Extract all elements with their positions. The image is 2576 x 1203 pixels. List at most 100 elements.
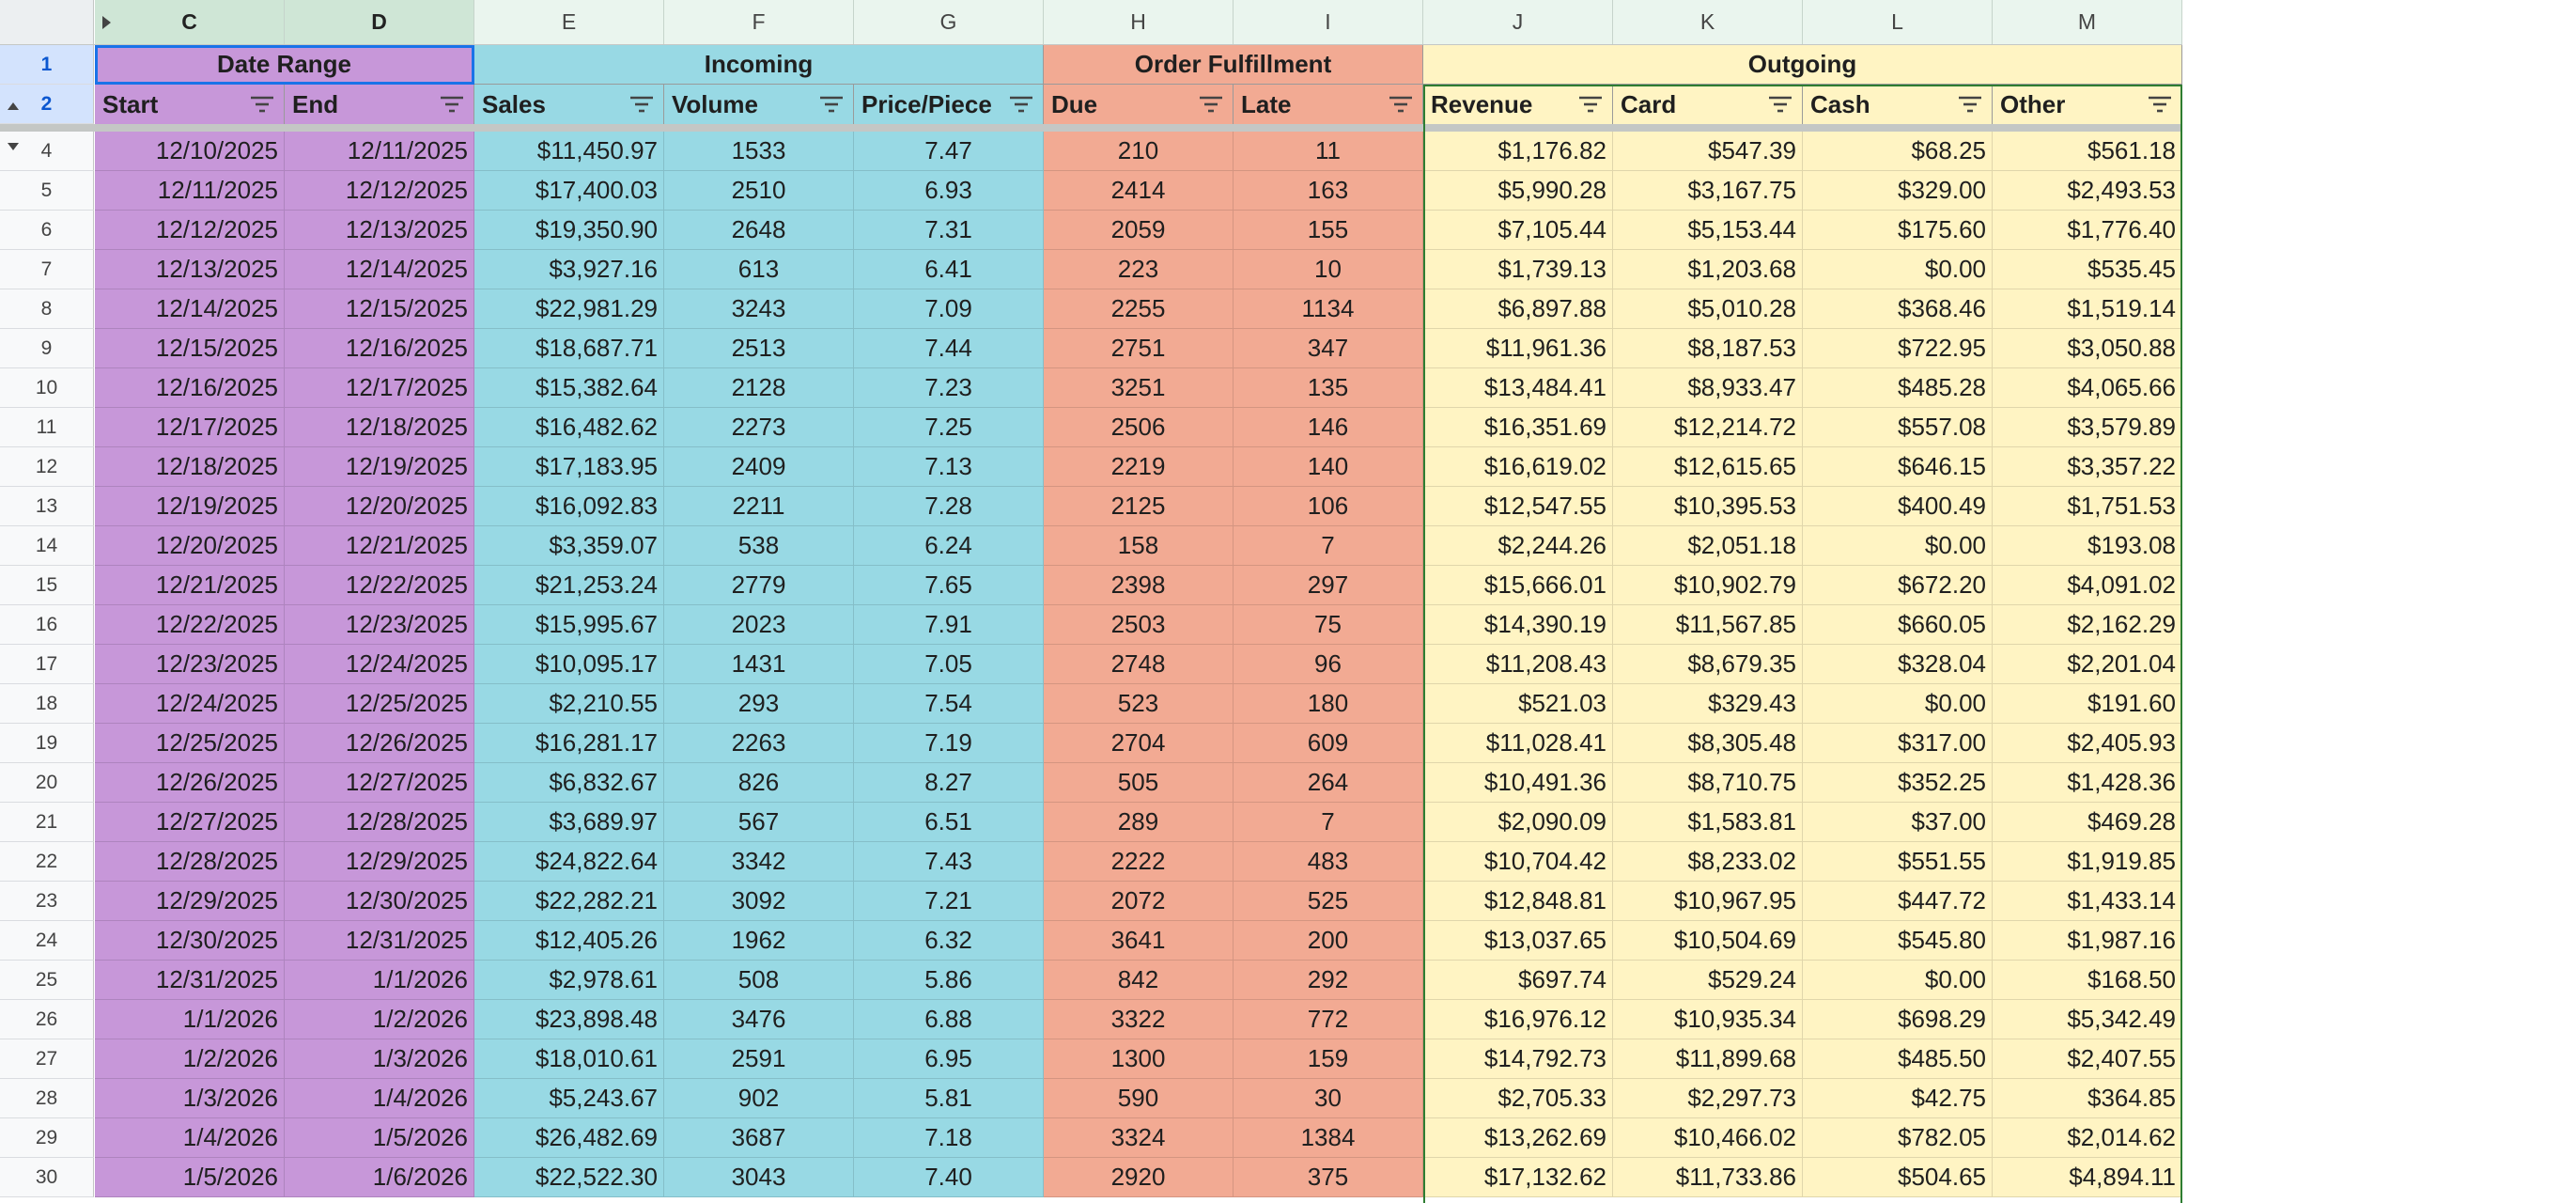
column-header-i[interactable]: I: [1234, 0, 1423, 45]
data-cell[interactable]: 613: [664, 250, 854, 289]
row-header-9[interactable]: 9: [0, 329, 94, 368]
data-cell[interactable]: 3687: [664, 1118, 854, 1158]
data-cell[interactable]: 3641: [1044, 921, 1234, 961]
data-cell[interactable]: $2,210.55: [474, 684, 664, 724]
data-cell[interactable]: $447.72: [1803, 882, 1993, 921]
data-cell[interactable]: $4,894.11: [1993, 1158, 2182, 1197]
data-cell[interactable]: 12/29/2025: [285, 842, 474, 882]
data-cell[interactable]: $2,162.29: [1993, 605, 2182, 645]
data-cell[interactable]: $10,395.53: [1613, 487, 1803, 526]
data-cell[interactable]: 10: [1234, 250, 1423, 289]
header-card[interactable]: Card: [1613, 85, 1803, 124]
data-cell[interactable]: 2125: [1044, 487, 1234, 526]
data-cell[interactable]: 7.09: [854, 289, 1044, 329]
data-cell[interactable]: $5,153.44: [1613, 211, 1803, 250]
data-cell[interactable]: 6.88: [854, 1000, 1044, 1039]
data-cell[interactable]: $6,897.88: [1423, 289, 1613, 329]
data-cell[interactable]: $5,342.49: [1993, 1000, 2182, 1039]
data-cell[interactable]: 2506: [1044, 408, 1234, 447]
data-cell[interactable]: $10,491.36: [1423, 763, 1613, 803]
row-header-21[interactable]: 21: [0, 803, 94, 842]
data-cell[interactable]: $2,090.09: [1423, 803, 1613, 842]
data-cell[interactable]: 525: [1234, 882, 1423, 921]
data-cell[interactable]: $191.60: [1993, 684, 2182, 724]
data-cell[interactable]: 12/15/2025: [285, 289, 474, 329]
data-cell[interactable]: $561.18: [1993, 132, 2182, 171]
data-cell[interactable]: $17,132.62: [1423, 1158, 1613, 1197]
data-cell[interactable]: $8,233.02: [1613, 842, 1803, 882]
data-cell[interactable]: 12/12/2025: [95, 211, 285, 250]
data-cell[interactable]: 6.51: [854, 803, 1044, 842]
column-header-c[interactable]: C: [95, 0, 285, 45]
data-cell[interactable]: 2751: [1044, 329, 1234, 368]
data-cell[interactable]: 140: [1234, 447, 1423, 487]
filter-icon[interactable]: [628, 94, 655, 115]
data-cell[interactable]: $13,262.69: [1423, 1118, 1613, 1158]
data-cell[interactable]: $400.49: [1803, 487, 1993, 526]
data-cell[interactable]: $42.75: [1803, 1079, 1993, 1118]
row-header-16[interactable]: 16: [0, 605, 94, 645]
data-cell[interactable]: 12/21/2025: [95, 566, 285, 605]
data-cell[interactable]: $8,305.48: [1613, 724, 1803, 763]
data-cell[interactable]: 7: [1234, 803, 1423, 842]
data-cell[interactable]: 12/11/2025: [95, 171, 285, 211]
data-cell[interactable]: $11,567.85: [1613, 605, 1803, 645]
data-cell[interactable]: 2222: [1044, 842, 1234, 882]
data-cell[interactable]: 12/27/2025: [285, 763, 474, 803]
data-cell[interactable]: 7.19: [854, 724, 1044, 763]
filter-icon[interactable]: [1767, 94, 1793, 115]
data-cell[interactable]: $16,619.02: [1423, 447, 1613, 487]
data-cell[interactable]: 523: [1044, 684, 1234, 724]
data-cell[interactable]: $10,935.34: [1613, 1000, 1803, 1039]
data-cell[interactable]: $3,927.16: [474, 250, 664, 289]
data-cell[interactable]: $1,583.81: [1613, 803, 1803, 842]
data-cell[interactable]: 12/22/2025: [285, 566, 474, 605]
data-cell[interactable]: $352.25: [1803, 763, 1993, 803]
data-cell[interactable]: 6.95: [854, 1039, 1044, 1079]
column-header-m[interactable]: M: [1993, 0, 2182, 45]
data-cell[interactable]: 12/20/2025: [95, 526, 285, 566]
data-cell[interactable]: $14,390.19: [1423, 605, 1613, 645]
data-cell[interactable]: 2059: [1044, 211, 1234, 250]
data-cell[interactable]: $18,010.61: [474, 1039, 664, 1079]
data-cell[interactable]: 842: [1044, 961, 1234, 1000]
data-cell[interactable]: 1962: [664, 921, 854, 961]
data-cell[interactable]: 12/12/2025: [285, 171, 474, 211]
data-cell[interactable]: 180: [1234, 684, 1423, 724]
data-cell[interactable]: 12/10/2025: [95, 132, 285, 171]
data-cell[interactable]: 1/1/2026: [285, 961, 474, 1000]
header-price-piece[interactable]: Price/Piece: [854, 85, 1044, 124]
data-cell[interactable]: $19,350.90: [474, 211, 664, 250]
data-cell[interactable]: 1384: [1234, 1118, 1423, 1158]
data-cell[interactable]: 1300: [1044, 1039, 1234, 1079]
data-cell[interactable]: $1,428.36: [1993, 763, 2182, 803]
row-header-6[interactable]: 6: [0, 211, 94, 250]
data-cell[interactable]: 12/25/2025: [285, 684, 474, 724]
data-cell[interactable]: $16,482.62: [474, 408, 664, 447]
data-cell[interactable]: $8,679.35: [1613, 645, 1803, 684]
data-cell[interactable]: 2398: [1044, 566, 1234, 605]
data-cell[interactable]: $2,407.55: [1993, 1039, 2182, 1079]
data-cell[interactable]: 508: [664, 961, 854, 1000]
data-cell[interactable]: $15,995.67: [474, 605, 664, 645]
data-cell[interactable]: $17,400.03: [474, 171, 664, 211]
data-cell[interactable]: 159: [1234, 1039, 1423, 1079]
data-cell[interactable]: $3,357.22: [1993, 447, 2182, 487]
data-cell[interactable]: 2128: [664, 368, 854, 408]
column-header-j[interactable]: J: [1423, 0, 1613, 45]
data-cell[interactable]: $2,493.53: [1993, 171, 2182, 211]
data-cell[interactable]: 609: [1234, 724, 1423, 763]
data-cell[interactable]: $10,466.02: [1613, 1118, 1803, 1158]
data-cell[interactable]: $16,281.17: [474, 724, 664, 763]
data-cell[interactable]: 7.54: [854, 684, 1044, 724]
data-cell[interactable]: $3,579.89: [1993, 408, 2182, 447]
row-header-17[interactable]: 17: [0, 645, 94, 684]
data-cell[interactable]: $529.24: [1613, 961, 1803, 1000]
expand-arrow-icon[interactable]: [8, 143, 19, 150]
data-cell[interactable]: 2273: [664, 408, 854, 447]
data-cell[interactable]: $722.95: [1803, 329, 1993, 368]
data-cell[interactable]: 2409: [664, 447, 854, 487]
data-cell[interactable]: $13,037.65: [1423, 921, 1613, 961]
data-cell[interactable]: 1134: [1234, 289, 1423, 329]
data-cell[interactable]: $672.20: [1803, 566, 1993, 605]
